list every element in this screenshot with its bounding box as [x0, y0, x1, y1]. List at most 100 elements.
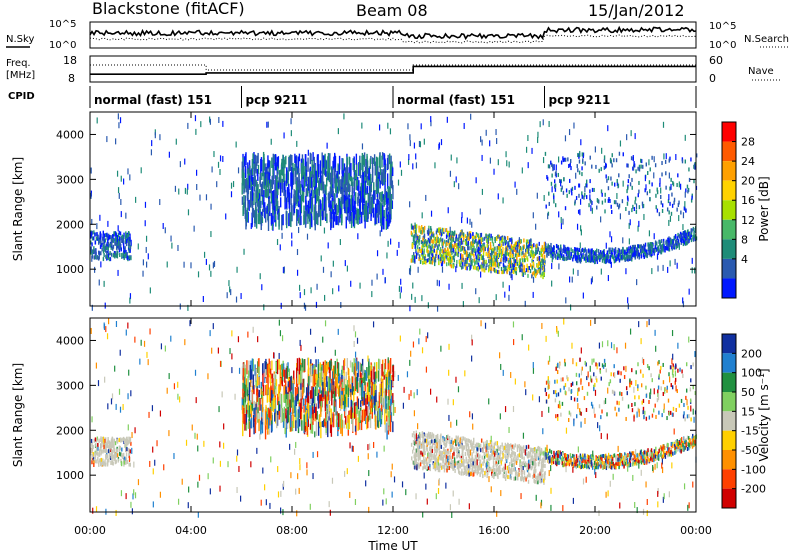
velocity-echo-cell	[392, 421, 394, 433]
power-noise-cell	[569, 304, 572, 311]
power-noise-cell	[560, 217, 562, 224]
velocity-echo-cell	[254, 407, 256, 418]
power-echo-cell	[420, 240, 423, 245]
power-echo-cell	[497, 234, 499, 239]
power-echo-cell	[410, 258, 413, 263]
power-echo-cell	[367, 176, 369, 186]
power-echo-cell	[527, 239, 529, 244]
power-echo-cell	[460, 229, 462, 234]
power-echo-cell	[128, 248, 130, 253]
power-noise-cell	[371, 202, 374, 209]
velocity-echo-cell	[289, 399, 291, 416]
power-noise-cell	[584, 186, 586, 193]
power-noise-cell	[357, 233, 359, 240]
power-noise-cell	[662, 121, 665, 128]
velocity-echo-cell	[120, 452, 122, 457]
power-echo-cell	[262, 160, 265, 177]
power-echo-cell	[591, 248, 593, 253]
power-echo-cell	[307, 200, 310, 214]
power-echo-cell	[319, 209, 322, 227]
power-noise-cell	[230, 182, 233, 189]
power-echo-cell	[495, 251, 497, 256]
power-echo-cell	[356, 163, 358, 178]
power-echo-cell	[436, 228, 438, 233]
power-echo-cell	[661, 172, 663, 177]
power-echo-cell	[452, 231, 454, 236]
velocity-echo-cell	[260, 420, 262, 435]
power-echo-cell	[256, 155, 258, 166]
velocity-echo-cell	[364, 382, 366, 392]
power-echo-cell	[608, 197, 610, 202]
power-noise-cell	[524, 300, 526, 307]
power-echo-cell	[682, 233, 685, 238]
power-echo-cell	[349, 215, 351, 224]
power-echo-cell	[325, 185, 327, 196]
power-echo-cell	[353, 181, 356, 191]
power-noise-cell	[316, 283, 318, 290]
power-echo-cell	[558, 254, 560, 259]
power-echo-cell	[510, 243, 513, 248]
power-noise-cell	[340, 208, 342, 215]
power-noise-cell	[459, 253, 462, 260]
power-echo-cell	[564, 157, 566, 162]
power-echo-cell	[419, 234, 421, 239]
power-echo-cell	[502, 258, 505, 263]
power-noise-cell	[130, 239, 132, 246]
power-noise-cell	[407, 158, 410, 165]
power-noise-cell	[558, 263, 560, 270]
power-echo-cell	[547, 247, 549, 252]
power-ytick-label: 3000	[56, 173, 84, 186]
power-echo-cell	[114, 237, 117, 242]
power-echo-cell	[447, 251, 449, 256]
velocity-echo-cell	[118, 438, 120, 443]
power-echo-cell	[446, 247, 449, 252]
power-echo-cell	[630, 250, 633, 255]
velocity-echo-cell	[105, 441, 107, 446]
power-noise-cell	[475, 177, 477, 184]
power-echo-cell	[109, 257, 112, 262]
noise-right-tick-top: 10^5	[709, 21, 736, 32]
power-echo-cell	[514, 259, 517, 264]
power-noise-cell	[320, 255, 322, 262]
power-echo-cell	[581, 191, 583, 196]
freq-traces	[90, 64, 696, 75]
power-echo-cell	[455, 248, 457, 253]
power-echo-cell	[557, 256, 559, 261]
velocity-echo-cell	[276, 418, 278, 429]
power-echo-cell	[368, 192, 371, 209]
power-noise-cell	[481, 154, 483, 161]
power-noise-cell	[365, 173, 368, 180]
power-noise-cell	[420, 123, 422, 130]
power-echo-cell	[391, 180, 394, 190]
power-echo-cell	[241, 196, 244, 205]
power-noise-cell	[203, 251, 206, 258]
power-echo-cell	[576, 255, 578, 260]
power-echo-cell	[414, 247, 417, 252]
power-echo-cell	[486, 238, 488, 243]
power-echo-cell	[432, 231, 434, 236]
power-echo-cell	[288, 192, 291, 208]
power-echo-cell	[105, 254, 107, 259]
power-echo-cell	[463, 250, 466, 255]
velocity-echo-cell	[113, 442, 115, 447]
velocity-echo-cell	[311, 421, 314, 434]
power-noise-cell	[400, 169, 403, 176]
power-echo-cell	[559, 178, 561, 183]
power-echo-cell	[290, 182, 293, 199]
power-echo-cell	[107, 255, 109, 260]
power-echo-cell	[585, 195, 588, 200]
power-noise-cell	[301, 184, 304, 191]
power-echo-cell	[570, 252, 572, 257]
power-echo-cell	[455, 234, 458, 239]
velocity-echo-cell	[102, 461, 104, 466]
power-echo-cell	[431, 244, 434, 249]
velocity-echo-cell	[281, 408, 284, 423]
velocity-echo-cell	[118, 445, 121, 450]
power-echo-cell	[247, 162, 249, 174]
power-echo-cell	[437, 254, 440, 259]
power-echo-cell	[482, 243, 484, 248]
frequency-trace	[90, 65, 696, 75]
power-echo-cell	[507, 252, 509, 257]
power-echo-cell	[568, 190, 571, 195]
power-echo-cell	[104, 245, 107, 250]
